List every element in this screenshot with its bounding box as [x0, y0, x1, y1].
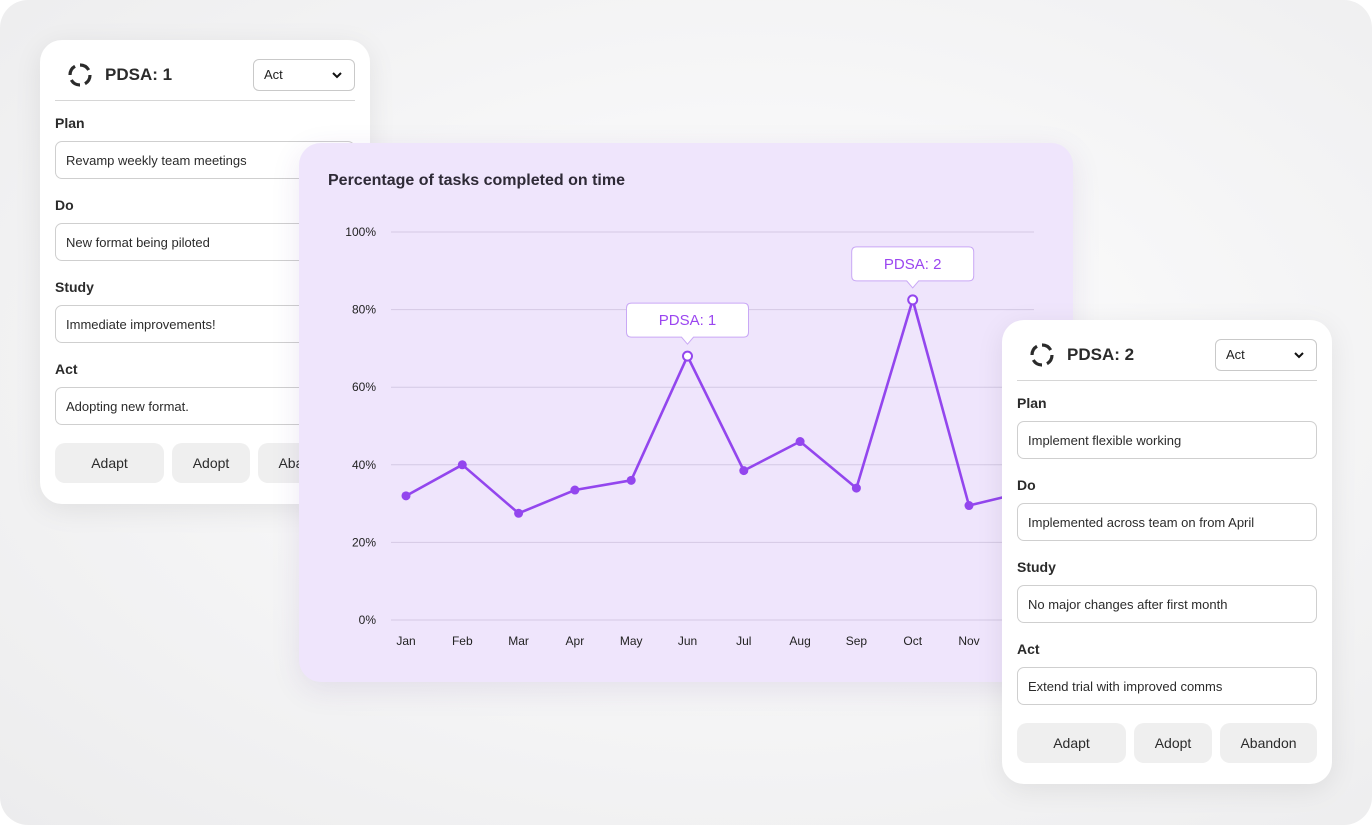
stage-select[interactable]: Act — [1215, 338, 1317, 371]
callout-box — [851, 246, 975, 289]
adopt-button[interactable]: Adopt — [172, 443, 250, 483]
x-tick-label: May — [620, 634, 643, 648]
adapt-button[interactable]: Adapt — [1017, 723, 1126, 763]
line-chart: 0% 20% 40% 60% 80% 100% Jan Feb Mar Apr May Jun Jul A… — [345, 225, 1036, 648]
stage-select-value: Act — [264, 67, 283, 82]
do-field[interactable]: Implemented across team on from April — [1017, 503, 1317, 541]
stage-select-value: Act — [1226, 347, 1245, 362]
series-line — [405, 298, 1026, 515]
do-label: Do — [1017, 477, 1036, 493]
card-header: PDSA: 2 Act — [1017, 335, 1317, 381]
callout-label: PDSA: 2 — [884, 256, 942, 273]
x-tick-label: Apr — [566, 634, 585, 648]
cycle-icon — [1030, 342, 1054, 367]
chart-title: Percentage of tasks completed on time — [328, 172, 625, 189]
y-tick-label: 40% — [352, 458, 376, 472]
chevron-down-icon — [1294, 351, 1304, 358]
study-label: Study — [55, 279, 94, 295]
x-tick-label: Feb — [452, 634, 473, 648]
data-point — [964, 501, 974, 511]
y-tick-label: 100% — [345, 225, 376, 239]
x-tick-label: Sep — [846, 634, 868, 648]
data-point-highlight — [907, 294, 919, 306]
data-point — [795, 437, 805, 447]
chart-card: Percentage of tasks completed on time 0%… — [299, 143, 1073, 682]
y-tick-label: 80% — [352, 303, 376, 317]
data-point — [514, 508, 524, 518]
data-point — [851, 483, 861, 493]
data-point — [457, 460, 467, 470]
card-title-group: PDSA: 1 — [55, 62, 172, 88]
data-point — [626, 475, 636, 485]
data-point-highlight — [682, 350, 693, 362]
x-tick-label: Aug — [789, 634, 810, 648]
card-title: PDSA: 1 — [105, 64, 173, 84]
chevron-down-icon — [332, 71, 342, 78]
y-tick-label: 0% — [359, 613, 377, 627]
plan-label: Plan — [55, 115, 85, 131]
x-tick-label: Jul — [736, 634, 751, 648]
data-point — [570, 485, 580, 495]
plan-field[interactable]: Implement flexible working — [1017, 421, 1317, 459]
x-tick-label: Jan — [396, 634, 415, 648]
pdsa-card-2: PDSA: 2 Act Plan Implement flexible work… — [1002, 320, 1332, 784]
adapt-button[interactable]: Adapt — [55, 443, 164, 483]
x-tick-label: Mar — [508, 634, 529, 648]
y-tick-label: 20% — [352, 535, 376, 549]
callout-label: PDSA: 1 — [659, 312, 717, 329]
x-tick-label: Oct — [903, 634, 922, 648]
stage-select[interactable]: Act — [253, 58, 355, 91]
study-field[interactable]: No major changes after first month — [1017, 585, 1317, 623]
x-tick-label: Jun — [678, 634, 697, 648]
cycle-icon — [68, 62, 92, 87]
card-title: PDSA: 2 — [1067, 344, 1135, 364]
decision-buttons: Adapt Adopt Abandon — [1017, 723, 1317, 763]
y-tick-label: 60% — [352, 380, 376, 394]
plan-label: Plan — [1017, 395, 1047, 411]
data-point — [401, 491, 411, 501]
data-point — [739, 466, 749, 476]
x-tick-label: Nov — [958, 634, 979, 648]
card-title-group: PDSA: 2 — [1017, 342, 1134, 368]
act-label: Act — [55, 361, 78, 377]
card-header: PDSA: 1 Act — [55, 55, 355, 101]
callout-box — [626, 302, 749, 345]
act-label: Act — [1017, 641, 1040, 657]
act-field[interactable]: Extend trial with improved comms — [1017, 667, 1317, 705]
adopt-button[interactable]: Adopt — [1134, 723, 1212, 763]
abandon-button[interactable]: Abandon — [1220, 723, 1317, 763]
study-label: Study — [1017, 559, 1056, 575]
do-label: Do — [55, 197, 74, 213]
